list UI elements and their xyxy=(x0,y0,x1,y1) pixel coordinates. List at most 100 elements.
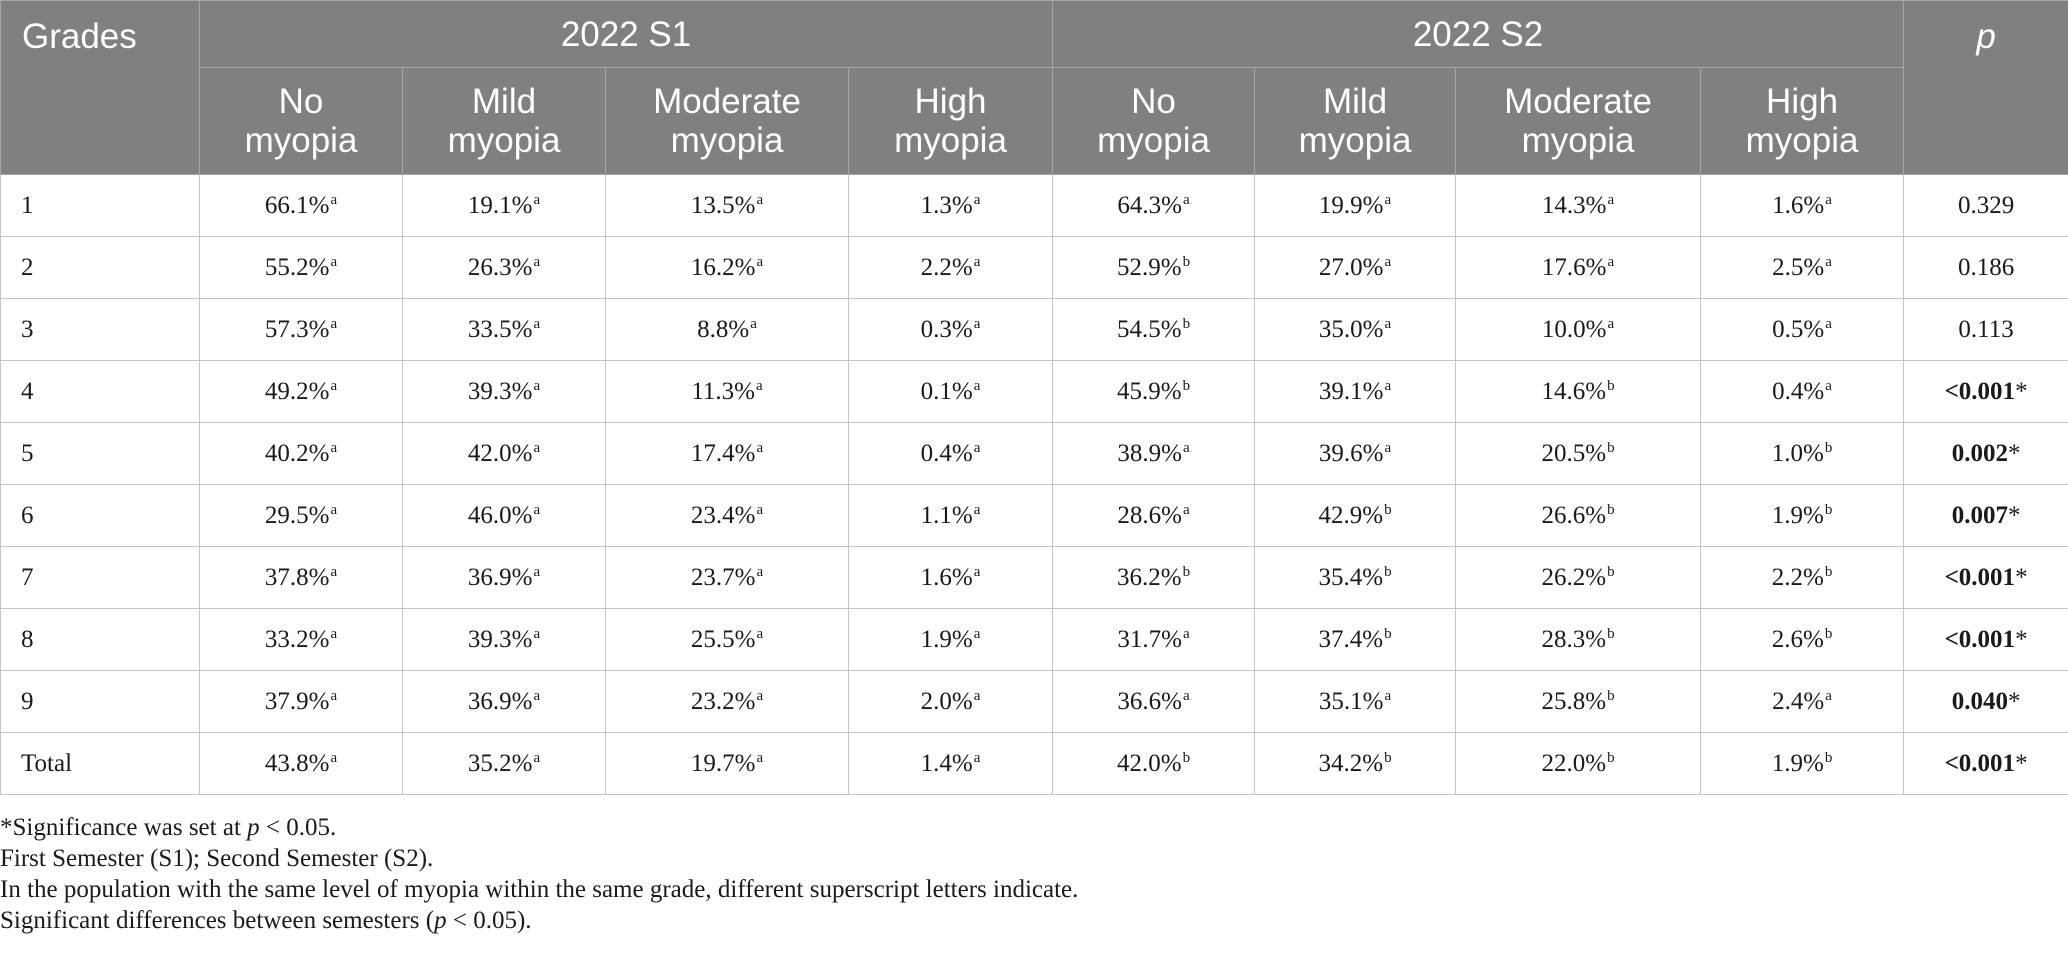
percentage-cell: 29.5%a xyxy=(199,484,403,547)
percentage-cell: 35.4%b xyxy=(1254,546,1457,609)
superscript-letter: a xyxy=(1182,501,1190,518)
percentage-cell: 8.8%a xyxy=(605,298,849,361)
footnote-differences-p: p xyxy=(434,907,447,934)
percentage-value: 25.8% xyxy=(1541,687,1607,715)
superscript-letter: a xyxy=(973,749,981,766)
percentage-value: 37.4% xyxy=(1318,625,1384,653)
p-value-cell: 0.040* xyxy=(1903,670,2068,733)
p-value: <0.001 xyxy=(1944,749,2016,777)
superscript-letter: a xyxy=(330,253,338,270)
myopia-level-header: High myopia xyxy=(847,67,1054,175)
percentage-cell: 11.3%a xyxy=(605,360,849,423)
superscript-letter: b xyxy=(1182,253,1191,270)
footnote-significance-p: p xyxy=(247,814,260,841)
percentage-value: 0.3% xyxy=(920,315,973,343)
grade-cell: 5 xyxy=(0,422,200,485)
percentage-cell: 0.5%a xyxy=(1700,298,1905,361)
percentage-value: 10.0% xyxy=(1541,315,1607,343)
superscript-letter: a xyxy=(756,253,764,270)
superscript-letter: a xyxy=(1384,253,1392,270)
superscript-letter: a xyxy=(533,749,541,766)
p-value-cell: 0.113 xyxy=(1903,298,2068,361)
p-value: 0.007 xyxy=(1951,501,2008,529)
percentage-value: 38.9% xyxy=(1117,439,1182,467)
percentage-cell: 55.2%a xyxy=(199,236,403,299)
percentage-value: 19.7% xyxy=(690,749,756,777)
percentage-value: 36.9% xyxy=(467,563,533,591)
percentage-cell: 39.6%a xyxy=(1254,422,1457,485)
myopia-level-header: Mild myopia xyxy=(402,67,606,175)
percentage-cell: 49.2%a xyxy=(199,360,403,423)
percentage-value: 19.9% xyxy=(1318,191,1384,219)
myopia-prevalence-table: Grades 2022 S1 2022 S2 p No myopia Mild myo… xyxy=(0,0,2068,795)
superscript-letter: a xyxy=(1182,191,1190,208)
superscript-letter: a xyxy=(756,687,764,704)
superscript-letter: b xyxy=(1824,439,1833,456)
percentage-value: 36.2% xyxy=(1116,563,1182,591)
table-row: 3 57.3%a 33.5%a 8.8%a 0.3%a 54.5%b 35.0%a 10.0%… xyxy=(0,298,2068,361)
percentage-value: 28.3% xyxy=(1541,625,1607,653)
p-value: 0.329 xyxy=(1957,191,2015,219)
superscript-letter: b xyxy=(1384,749,1392,766)
percentage-value: 37.8% xyxy=(264,563,330,591)
percentage-value: 8.8% xyxy=(697,315,750,343)
superscript-letter: b xyxy=(1824,501,1833,518)
superscript-letter: a xyxy=(1825,191,1832,208)
superscript-letter: a xyxy=(1607,253,1615,270)
percentage-cell: 1.6%a xyxy=(847,546,1054,609)
percentage-value: 35.2% xyxy=(467,749,533,777)
percentage-cell: 36.9%a xyxy=(402,546,606,609)
grade-cell: 2 xyxy=(0,236,200,299)
grade-cell: 3 xyxy=(0,298,200,361)
superscript-letter: b xyxy=(1182,563,1191,580)
superscript-letter: a xyxy=(973,315,981,332)
percentage-cell: 46.0%a xyxy=(402,484,606,547)
percentage-cell: 1.9%b xyxy=(1700,732,1905,795)
p-value-cell: <0.001* xyxy=(1903,608,2068,671)
myopia-level-header-line: myopia xyxy=(1298,121,1412,160)
percentage-value: 2.0% xyxy=(920,687,973,715)
myopia-level-header-line: myopia xyxy=(1745,121,1859,160)
percentage-value: 40.2% xyxy=(264,439,330,467)
percentage-value: 1.4% xyxy=(920,749,973,777)
p-value-cell: <0.001* xyxy=(1903,546,2068,609)
superscript-letter: a xyxy=(1384,439,1392,456)
myopia-level-header-line: Mild xyxy=(471,82,537,121)
table-row: 8 33.2%a 39.3%a 25.5%a 1.9%a 31.7%a 37.4%b 28.3… xyxy=(0,608,2068,671)
percentage-value: 23.7% xyxy=(690,563,756,591)
superscript-letter: a xyxy=(533,253,541,270)
myopia-level-header-line: Mild xyxy=(1322,82,1388,121)
table-row: Total 43.8%a 35.2%a 19.7%a 1.4%a 42.0%b 34.2%b… xyxy=(0,732,2068,795)
superscript-letter: a xyxy=(330,687,338,704)
superscript-letter: a xyxy=(1825,253,1832,270)
superscript-letter: b xyxy=(1607,377,1615,394)
percentage-cell: 1.3%a xyxy=(847,174,1054,237)
p-value-cell: 0.002* xyxy=(1903,422,2068,485)
significance-marker: * xyxy=(2007,439,2021,467)
percentage-cell: 1.0%b xyxy=(1700,422,1905,485)
myopia-level-header-line: myopia xyxy=(670,121,784,160)
percentage-value: 29.5% xyxy=(264,501,330,529)
myopia-level-header-line: myopia xyxy=(1097,121,1210,160)
superscript-letter: b xyxy=(1607,687,1615,704)
percentage-cell: 17.4%a xyxy=(605,422,849,485)
percentage-cell: 37.9%a xyxy=(199,670,403,733)
percentage-cell: 39.3%a xyxy=(402,360,606,423)
percentage-value: 0.4% xyxy=(1772,377,1825,405)
percentage-value: 17.4% xyxy=(690,439,756,467)
percentage-value: 1.1% xyxy=(920,501,973,529)
percentage-cell: 0.4%a xyxy=(847,422,1054,485)
p-value-column-header: p xyxy=(1903,0,2068,175)
superscript-letter: a xyxy=(1182,687,1190,704)
percentage-cell: 13.5%a xyxy=(605,174,849,237)
myopia-level-header-line: myopia xyxy=(1521,121,1635,160)
superscript-letter: a xyxy=(330,315,338,332)
footnote-significance-text: *Significance was set at xyxy=(0,814,248,841)
footnote-significance: *Significance was set at p < 0.05. xyxy=(0,812,1078,843)
percentage-cell: 1.1%a xyxy=(847,484,1054,547)
table-header: Grades 2022 S1 2022 S2 p No myopia Mild myo… xyxy=(0,0,2068,175)
superscript-letter: a xyxy=(533,191,541,208)
superscript-letter: b xyxy=(1607,501,1615,518)
p-value-cell: <0.001* xyxy=(1903,732,2068,795)
percentage-value: 31.7% xyxy=(1117,625,1182,653)
